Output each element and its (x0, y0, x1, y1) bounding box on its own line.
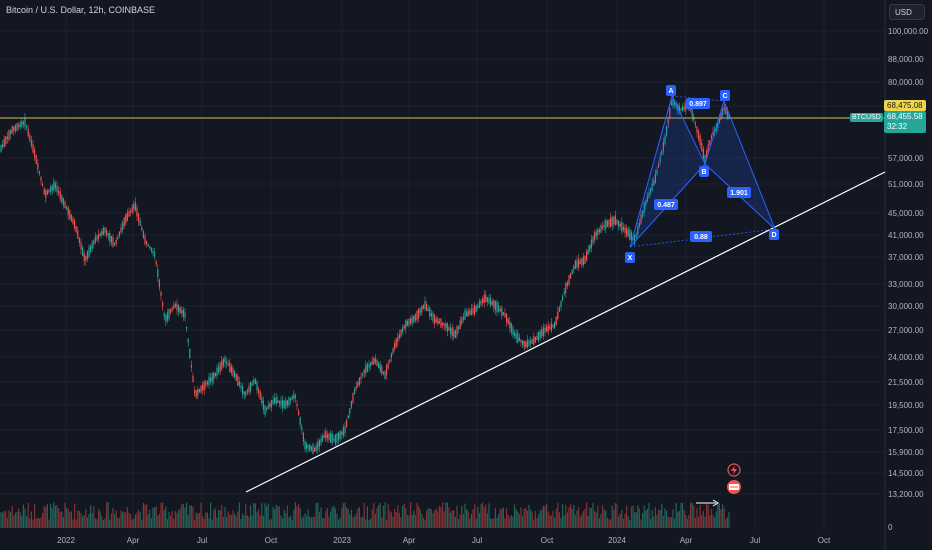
svg-text:A: A (668, 88, 673, 95)
price-tick-label: 51,000.00 (888, 180, 924, 189)
pattern-point-c: C (720, 90, 730, 101)
price-tick-label: 0 (888, 523, 893, 532)
time-tick-label: 2023 (333, 536, 351, 545)
price-tick-label: 24,000.00 (888, 353, 924, 362)
price-tick-label: 37,000.00 (888, 253, 924, 262)
ratio-xd: 0.88 (690, 231, 712, 242)
price-tick-label: 88,000.00 (888, 55, 924, 64)
harmonic-pattern[interactable]: X A B C D 0.487 0.897 1.901 (625, 85, 779, 263)
symbol-tag: BTCUSD (850, 113, 883, 122)
svg-text:C: C (722, 93, 727, 100)
svg-text:X: X (628, 255, 633, 262)
time-tick-label: 2022 (57, 536, 75, 545)
time-tick-label: Apr (680, 536, 693, 545)
time-tick-label: Oct (265, 536, 278, 545)
time-tick-label: Oct (541, 536, 554, 545)
time-tick-label: 2024 (608, 536, 626, 545)
price-axis[interactable]: 100,000.0088,000.0080,000.0070,000.0057,… (888, 27, 929, 532)
svg-text:0.88: 0.88 (694, 234, 708, 241)
last-high-tag: 68,475.08 (884, 100, 926, 111)
price-tick-label: 15,900.00 (888, 448, 924, 457)
pattern-point-a: A (666, 85, 676, 96)
price-tick-label: 14,500.00 (888, 469, 924, 478)
time-tick-label: Apr (127, 536, 140, 545)
svg-text:B: B (701, 169, 706, 176)
countdown: 32:32 (887, 122, 908, 131)
time-tick-label: Apr (403, 536, 416, 545)
price-tick-label: 13,200.00 (888, 490, 924, 499)
event-flag-icon[interactable] (727, 480, 741, 494)
pattern-point-d: D (769, 229, 779, 240)
ratio-bd: 1.901 (727, 187, 751, 198)
last-price-value: 68,455.58 (887, 112, 923, 121)
time-tick-label: Jul (197, 536, 207, 545)
time-tick-label: Oct (818, 536, 831, 545)
price-tick-label: 57,000.00 (888, 154, 924, 163)
price-tick-label: 19,500.00 (888, 401, 924, 410)
time-axis[interactable]: 2022 Apr Jul Oct 2023 Apr Jul Oct 2024 Apr Jul Oct (57, 536, 831, 545)
price-tick-label: 41,000.00 (888, 231, 924, 240)
last-price-tag: 68,455.58 32:32 (884, 111, 926, 133)
pattern-point-b: B (699, 166, 709, 177)
price-tick-label: 100,000.00 (888, 27, 929, 36)
lightning-icon[interactable] (727, 463, 741, 477)
svg-text:1.901: 1.901 (730, 190, 748, 197)
trendline[interactable] (245, 171, 886, 493)
ratio-ac: 0.897 (686, 98, 710, 109)
arrow-right-icon (696, 499, 719, 507)
price-tick-label: 21,500.00 (888, 378, 924, 387)
price-tick-label: 17,500.00 (888, 426, 924, 435)
volume-bars (0, 502, 730, 528)
ratio-xb: 0.487 (654, 199, 678, 210)
candlesticks (0, 93, 730, 455)
price-tick-label: 45,000.00 (888, 209, 924, 218)
time-tick-label: Jul (750, 536, 760, 545)
chart-legend-title: Bitcoin / U.S. Dollar, 12h, COINBASE (6, 5, 156, 15)
pattern-point-x: X (625, 252, 635, 263)
svg-text:D: D (771, 232, 776, 239)
price-tick-label: 80,000.00 (888, 78, 924, 87)
time-tick-label: Jul (472, 536, 482, 545)
currency-button[interactable]: USD (889, 4, 925, 20)
grid (0, 0, 886, 550)
price-tick-label: 27,000.00 (888, 326, 924, 335)
svg-text:0.487: 0.487 (657, 202, 675, 209)
price-tick-label: 30,000.00 (888, 302, 924, 311)
svg-text:0.897: 0.897 (689, 101, 707, 108)
price-tick-label: 33,000.00 (888, 280, 924, 289)
